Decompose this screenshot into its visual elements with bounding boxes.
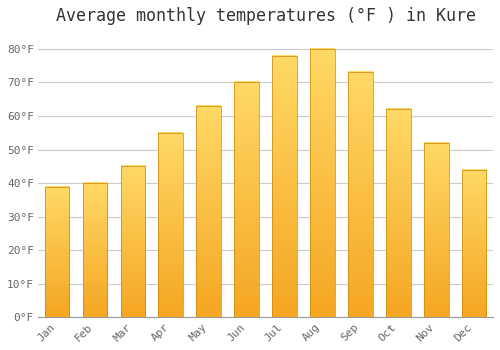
Bar — [462, 170, 486, 317]
Bar — [44, 187, 70, 317]
Bar — [196, 106, 221, 317]
Bar — [158, 133, 183, 317]
Bar — [424, 143, 448, 317]
Bar — [348, 72, 372, 317]
Title: Average monthly temperatures (°F ) in Kure: Average monthly temperatures (°F ) in Ku… — [56, 7, 476, 25]
Bar — [310, 49, 335, 317]
Bar — [120, 166, 145, 317]
Bar — [82, 183, 108, 317]
Bar — [386, 109, 410, 317]
Bar — [234, 83, 259, 317]
Bar — [272, 56, 297, 317]
